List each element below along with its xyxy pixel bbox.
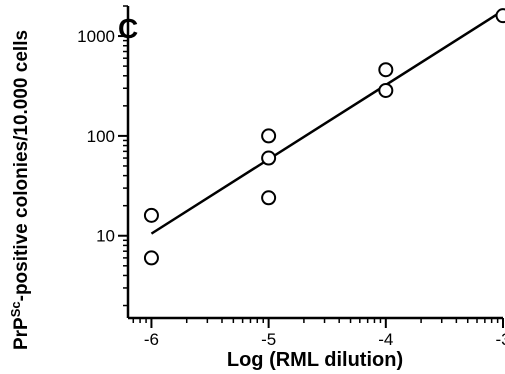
axes: 10 100 1000 -6 -5 -4 -3 xyxy=(77,5,505,349)
y-axis-label-superscript: Sc xyxy=(8,301,23,317)
data-point xyxy=(261,190,277,206)
fit-line xyxy=(150,9,504,235)
x-tick-label: -3 xyxy=(495,330,505,349)
x-tick-label: -5 xyxy=(261,330,276,349)
y-tick-label: 1000 xyxy=(77,27,115,46)
x-tick-label: -6 xyxy=(144,330,159,349)
y-tick-label: 100 xyxy=(87,127,115,146)
x-axis-label: Log (RML dilution) xyxy=(227,349,403,371)
y-axis-label-part: -positive colonies/10.000 cells xyxy=(11,30,32,301)
y-tick-label: 10 xyxy=(96,227,115,246)
y-axis-label: PrPSc-positive colonies/10.000 cells xyxy=(8,30,32,350)
data-point xyxy=(143,250,159,266)
svg-text:PrPSc-positive colonies/10.000: PrPSc-positive colonies/10.000 cells xyxy=(8,30,32,350)
x-tick-label: -4 xyxy=(378,330,393,349)
data-point xyxy=(143,207,159,223)
data-point xyxy=(378,62,394,78)
data-point xyxy=(261,128,277,144)
fit-line-group xyxy=(150,9,504,235)
data-point xyxy=(495,8,505,24)
data-point xyxy=(378,82,394,98)
y-axis-label-part: PrP xyxy=(11,317,32,350)
data-points xyxy=(143,8,505,266)
data-point xyxy=(261,150,277,166)
